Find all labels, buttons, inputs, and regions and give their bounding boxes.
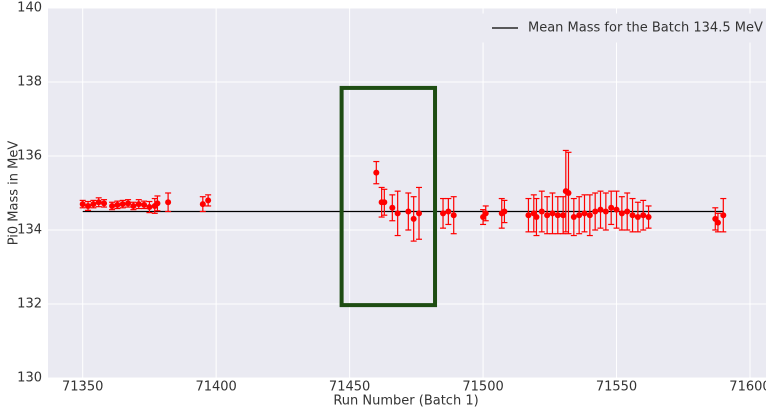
point bbox=[101, 200, 108, 207]
point bbox=[634, 214, 641, 221]
point bbox=[416, 210, 423, 217]
point bbox=[624, 208, 631, 215]
point bbox=[533, 214, 540, 221]
point bbox=[450, 212, 457, 219]
y-tick-label: 132 bbox=[17, 297, 42, 312]
point bbox=[125, 200, 132, 207]
point bbox=[544, 212, 551, 219]
point bbox=[570, 214, 577, 221]
point bbox=[618, 210, 625, 217]
y-tick-label: 138 bbox=[17, 75, 42, 90]
point bbox=[586, 212, 593, 219]
point bbox=[602, 208, 609, 215]
point bbox=[482, 210, 489, 217]
point bbox=[199, 201, 206, 208]
point bbox=[90, 201, 97, 208]
point bbox=[714, 219, 721, 226]
point bbox=[629, 212, 636, 219]
x-tick-label: 71500 bbox=[462, 380, 503, 395]
point bbox=[109, 202, 116, 209]
point bbox=[581, 210, 588, 217]
highlight-box bbox=[339, 85, 438, 308]
x-tick-label: 71400 bbox=[195, 380, 236, 395]
legend-box bbox=[479, 13, 759, 43]
point bbox=[525, 212, 532, 219]
point bbox=[608, 204, 615, 211]
point bbox=[79, 201, 86, 208]
x-tick-label: 71350 bbox=[62, 380, 103, 395]
point bbox=[389, 204, 396, 211]
point bbox=[135, 201, 142, 208]
y-tick-label: 140 bbox=[17, 1, 42, 16]
x-tick-label: 71450 bbox=[329, 380, 370, 395]
point bbox=[720, 212, 727, 219]
x-axis-label: Run Number (Batch 1) bbox=[333, 394, 478, 409]
point bbox=[205, 197, 212, 204]
point bbox=[373, 169, 380, 176]
point bbox=[141, 201, 148, 208]
point bbox=[645, 214, 652, 221]
x-tick-label: 71550 bbox=[596, 380, 637, 395]
point bbox=[576, 212, 583, 219]
point bbox=[130, 202, 137, 209]
point bbox=[410, 215, 417, 222]
y-tick-label: 130 bbox=[17, 371, 42, 386]
point bbox=[114, 201, 121, 208]
point bbox=[554, 212, 561, 219]
point bbox=[565, 190, 572, 196]
point bbox=[165, 199, 172, 206]
point bbox=[613, 206, 620, 213]
point bbox=[154, 200, 161, 207]
point bbox=[640, 212, 647, 219]
point bbox=[394, 210, 401, 217]
point bbox=[119, 201, 126, 208]
point bbox=[381, 199, 388, 206]
point bbox=[549, 210, 556, 217]
point bbox=[597, 206, 604, 213]
point bbox=[445, 208, 452, 215]
legend-label: Mean Mass for the Batch 134.5 MeV bbox=[528, 21, 763, 36]
y-axis-label: Pi0 Mass in MeV bbox=[7, 141, 22, 246]
point bbox=[440, 210, 447, 217]
y-tick-label: 134 bbox=[17, 223, 42, 238]
point bbox=[405, 208, 412, 215]
y-tick-label: 136 bbox=[17, 149, 42, 164]
x-tick-label: 71600 bbox=[729, 380, 766, 395]
point bbox=[501, 208, 508, 215]
point bbox=[146, 204, 153, 211]
point bbox=[560, 212, 567, 219]
point bbox=[592, 208, 599, 215]
point bbox=[85, 202, 92, 209]
point bbox=[95, 199, 102, 206]
point bbox=[538, 208, 545, 215]
